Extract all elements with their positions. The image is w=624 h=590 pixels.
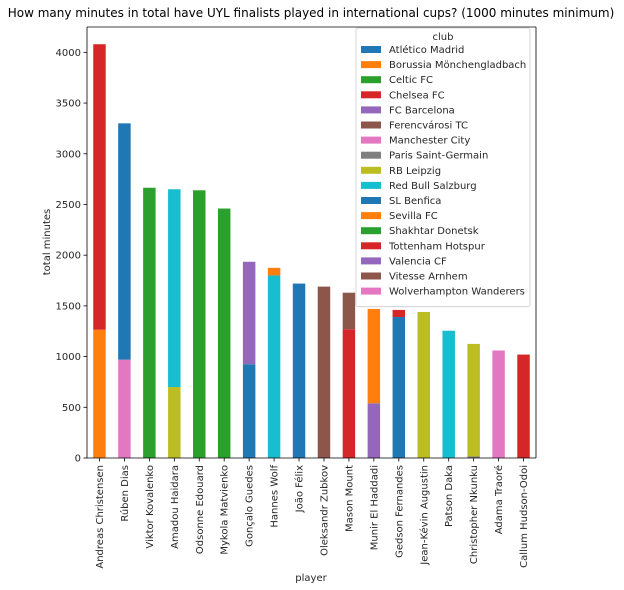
legend-entry: Manchester City xyxy=(389,136,470,147)
x-tick-label: Mason Mount xyxy=(344,465,355,532)
x-tick-label: João Félix xyxy=(294,465,306,513)
bar-segment xyxy=(267,275,281,458)
legend-entry: Sevilla FC xyxy=(389,211,438,222)
legend-entry: Wolverhampton Wanderers xyxy=(389,287,525,298)
bar-segment xyxy=(342,292,356,330)
y-tick-label: 3000 xyxy=(56,149,81,160)
bar-segment xyxy=(392,309,406,318)
x-tick-label: Mykola Matvienko xyxy=(220,465,231,555)
legend-entry: Ferencvárosi TC xyxy=(389,120,468,132)
bar-segment xyxy=(242,261,256,365)
bar-segment xyxy=(168,387,181,458)
legend-entry: Red Bull Salzburg xyxy=(389,181,477,192)
x-tick-label: Gonçalo Guedes xyxy=(245,465,256,547)
legend-swatch xyxy=(361,166,381,174)
legend-swatch xyxy=(361,197,381,204)
bar-segment xyxy=(467,456,480,458)
bar-segment xyxy=(367,308,381,404)
x-tick-label: Viktor Kovalenko xyxy=(145,465,156,549)
bar-segment xyxy=(417,311,430,458)
bar-segment xyxy=(392,317,406,458)
y-tick-label: 4000 xyxy=(56,48,81,59)
legend-entry: Celtic FC xyxy=(389,75,433,86)
x-tick-label: Callum Hudson-Odoi xyxy=(519,465,530,568)
legend-swatch xyxy=(361,272,381,280)
legend-swatch xyxy=(361,46,381,53)
bar-segment xyxy=(242,364,256,458)
legend-entry: Borussia Mönchengladbach xyxy=(389,60,526,71)
legend-entry: Tottenham Hotspur xyxy=(388,241,486,252)
x-tick-label: Andreas Christensen xyxy=(95,465,106,569)
y-tick-label: 1000 xyxy=(56,352,81,363)
legend-title: club xyxy=(433,32,454,43)
bar-segment xyxy=(267,267,281,276)
legend-entry: RB Leipzig xyxy=(389,166,441,177)
legend-swatch xyxy=(361,121,381,129)
bar-segment xyxy=(118,123,131,360)
legend-swatch xyxy=(361,287,381,295)
legend-swatch xyxy=(361,76,381,84)
legend-swatch xyxy=(361,257,381,265)
bar-segment xyxy=(367,403,381,458)
legend-entry: Shakhtar Donetsk xyxy=(389,226,479,237)
y-tick-label: 3500 xyxy=(56,99,81,110)
x-tick-label: Hannes Wolf xyxy=(270,465,281,528)
bar-segment xyxy=(317,286,331,458)
y-tick-label: 2000 xyxy=(56,251,81,262)
y-tick-label: 500 xyxy=(62,403,81,414)
x-tick-label: Christopher Nkunku xyxy=(469,465,480,564)
bar-segment xyxy=(467,343,480,457)
y-tick-label: 1500 xyxy=(56,301,81,312)
x-axis-label: player xyxy=(295,573,327,584)
y-tick-label: 2500 xyxy=(56,200,81,211)
x-tick-label: Gedson Fernandes xyxy=(394,465,405,558)
legend-entry: Paris Saint-Germain xyxy=(389,151,488,162)
y-tick-label: 0 xyxy=(75,454,81,465)
legend-swatch xyxy=(361,181,381,189)
legend-swatch xyxy=(361,242,381,250)
bar-segment xyxy=(118,359,131,458)
chart-title: How many minutes in total have UYL final… xyxy=(8,6,615,20)
legend-entry: Valencia CF xyxy=(389,256,447,267)
legend-entry: Chelsea FC xyxy=(389,90,445,101)
bar-segment xyxy=(292,283,306,458)
bar-segment xyxy=(517,354,530,458)
x-tick-label: Amadou Haidara xyxy=(170,465,181,549)
bar-segment xyxy=(93,44,106,330)
x-tick-label: Oleksandr Zubkov xyxy=(319,465,330,556)
bar-segment xyxy=(93,329,106,458)
legend-box xyxy=(355,27,531,308)
bar-segment xyxy=(143,187,156,458)
bar-segment xyxy=(217,208,231,458)
legend-entry: SL Benfica xyxy=(389,196,441,207)
x-tick-label: Jean-Kévin Augustin xyxy=(418,465,430,566)
x-tick-label: Odsonne Edouard xyxy=(195,465,206,554)
legend-swatch xyxy=(361,212,381,220)
legend-entry: Vitesse Arnhem xyxy=(389,272,468,283)
legend-swatch xyxy=(361,61,381,69)
x-tick-label: Adama Traoré xyxy=(493,465,505,534)
axes-group: 0 500 1000 1500 2000 2500 3000 3500 4000 Andreas … xyxy=(56,26,537,569)
legend-swatch xyxy=(361,136,381,144)
bar-segment xyxy=(442,330,455,458)
x-tick-label: Munir El Haddadi xyxy=(369,465,380,550)
bar-segment xyxy=(492,350,505,458)
legend-swatch xyxy=(361,91,381,99)
y-axis-label: total minutes xyxy=(42,209,53,276)
bar-segment xyxy=(168,189,181,388)
legend-entry: Atlético Madrid xyxy=(389,44,464,56)
bar-segment xyxy=(342,329,356,458)
x-tick-label: Rúben Dias xyxy=(119,465,131,522)
legend-swatch xyxy=(361,151,381,159)
x-tick-label: Patson Daka xyxy=(444,465,455,527)
bar-segment xyxy=(193,190,206,458)
legend-swatch xyxy=(361,106,381,114)
legend-entry: FC Barcelona xyxy=(389,105,455,116)
bars-group xyxy=(93,44,530,458)
legend-swatch xyxy=(361,227,381,235)
